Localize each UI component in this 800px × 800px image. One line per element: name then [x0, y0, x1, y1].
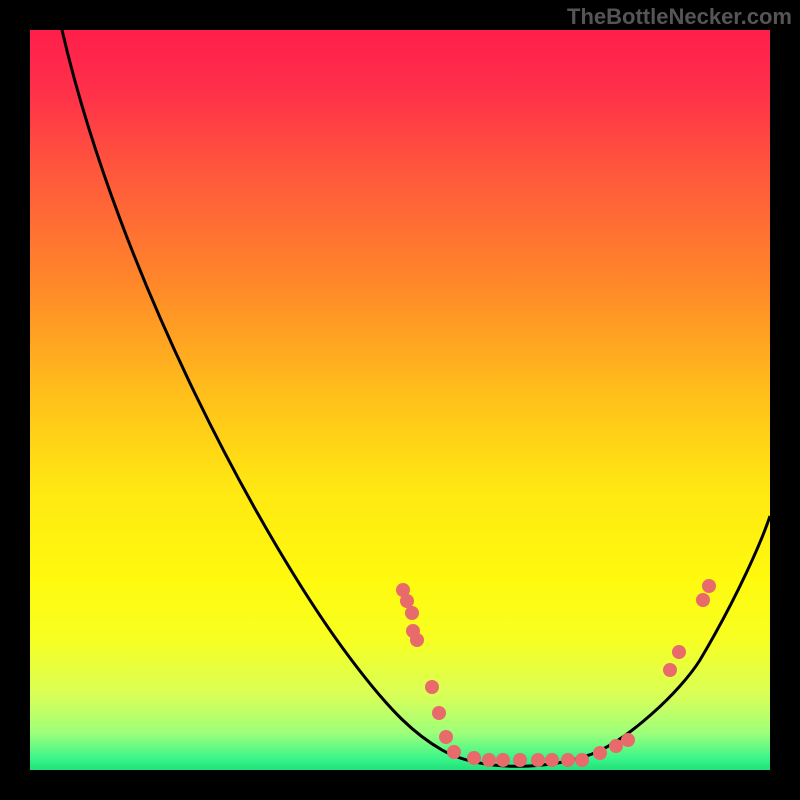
data-marker — [531, 753, 545, 767]
data-marker — [663, 663, 677, 677]
data-marker — [496, 753, 510, 767]
data-marker — [561, 753, 575, 767]
data-marker — [405, 606, 419, 620]
chart-container: TheBottleNecker.com — [0, 0, 800, 800]
data-marker — [702, 579, 716, 593]
data-marker — [482, 753, 496, 767]
data-marker — [696, 593, 710, 607]
data-marker — [593, 746, 607, 760]
data-marker — [545, 753, 559, 767]
data-marker — [400, 594, 414, 608]
data-marker — [513, 753, 527, 767]
data-marker — [467, 751, 481, 765]
data-marker — [575, 753, 589, 767]
bottleneck-chart — [0, 0, 800, 800]
data-marker — [439, 730, 453, 744]
plot-background — [30, 30, 770, 770]
data-marker — [447, 745, 461, 759]
watermark-text: TheBottleNecker.com — [567, 4, 792, 30]
data-marker — [672, 645, 686, 659]
data-marker — [432, 706, 446, 720]
data-marker — [410, 633, 424, 647]
data-marker — [609, 739, 623, 753]
data-marker — [621, 733, 635, 747]
data-marker — [425, 680, 439, 694]
